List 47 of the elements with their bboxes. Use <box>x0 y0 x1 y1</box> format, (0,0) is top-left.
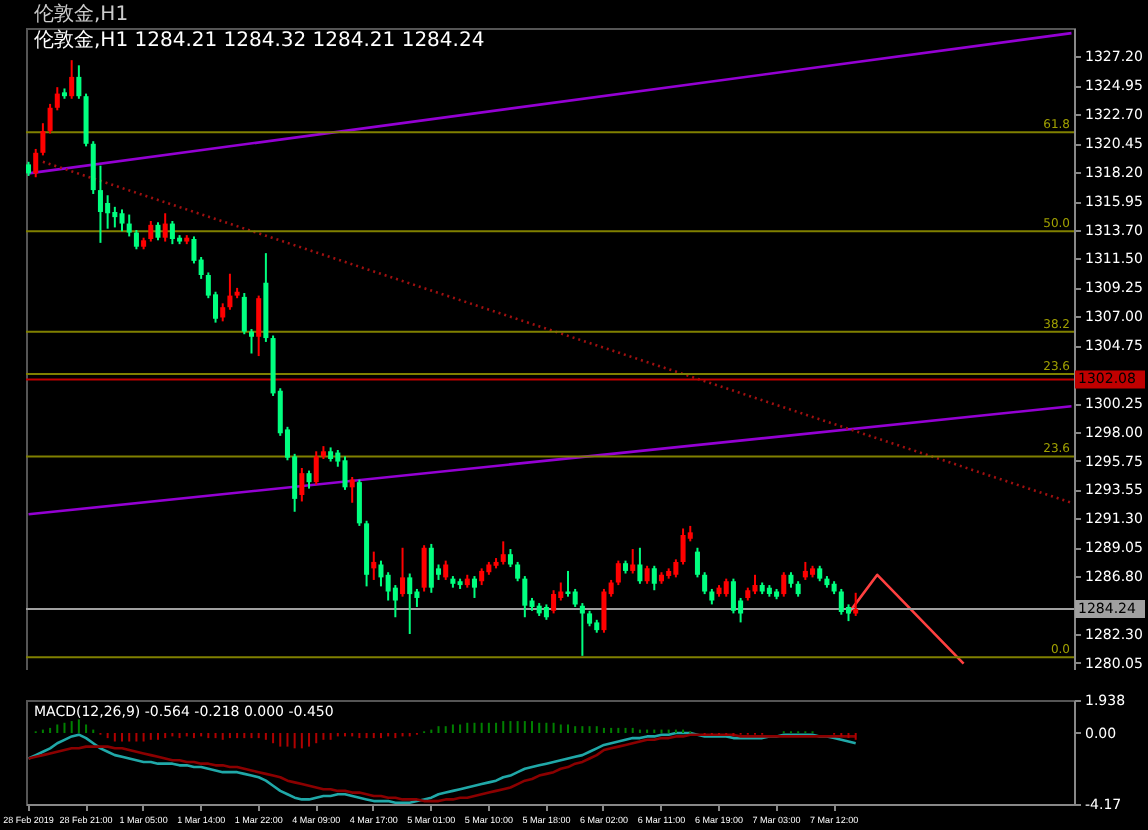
candlestick <box>428 542 434 594</box>
candlestick <box>471 575 477 599</box>
candlestick <box>371 550 377 581</box>
candlestick <box>400 546 406 598</box>
candlestick <box>342 455 348 491</box>
candlestick <box>802 560 808 581</box>
candlestick <box>838 587 844 616</box>
candlestick <box>407 572 413 635</box>
candlestick <box>356 478 362 527</box>
candlestick <box>651 564 657 592</box>
candlestick <box>119 208 125 233</box>
candlestick <box>299 467 305 503</box>
candlestick <box>155 221 161 242</box>
candlestick <box>644 564 650 585</box>
candlestick <box>256 294 262 358</box>
candlestick <box>752 573 758 596</box>
candlestick <box>133 228 139 251</box>
candlestick <box>220 302 226 323</box>
candlestick <box>313 450 319 486</box>
candlestick <box>507 548 513 569</box>
candlestick <box>306 469 312 490</box>
candlestick <box>730 577 736 615</box>
candlestick <box>69 59 75 100</box>
candlestick <box>781 571 787 598</box>
candlestick <box>630 548 636 575</box>
candlestick <box>723 577 729 598</box>
candlestick <box>105 194 111 230</box>
candlestick <box>443 559 449 581</box>
candlestick <box>378 559 384 588</box>
candlestick <box>349 476 355 504</box>
candlestick <box>169 219 175 246</box>
candlestick <box>694 546 700 579</box>
candlestick <box>162 212 168 243</box>
candlestick <box>551 589 557 615</box>
candlestick <box>615 559 621 587</box>
candlestick <box>853 591 859 617</box>
candlestick <box>680 527 686 566</box>
chart-title: 伦敦金,H1 <box>34 2 129 26</box>
candlestick <box>148 219 154 243</box>
candlestick <box>421 544 427 593</box>
candlestick <box>76 64 82 100</box>
candlestick <box>673 558 679 579</box>
candlestick <box>601 587 607 634</box>
candlestick <box>702 571 708 596</box>
candlestick <box>500 540 506 566</box>
candlestick <box>637 546 643 585</box>
chart-subtitle: 伦敦金,H1 1284.21 1284.32 1284.21 1284.24 <box>34 28 485 52</box>
